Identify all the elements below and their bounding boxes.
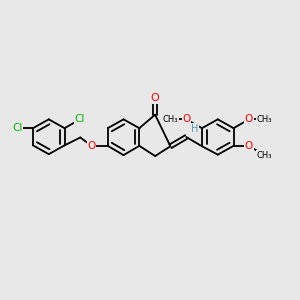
Text: O: O bbox=[245, 141, 253, 151]
Text: O: O bbox=[87, 141, 96, 151]
Text: Cl: Cl bbox=[75, 114, 85, 124]
Text: O: O bbox=[182, 114, 190, 124]
Text: H: H bbox=[191, 124, 198, 134]
Text: CH₃: CH₃ bbox=[256, 115, 272, 124]
Text: O: O bbox=[245, 114, 253, 124]
Text: CH₃: CH₃ bbox=[163, 115, 178, 124]
Text: O: O bbox=[151, 93, 160, 103]
Text: CH₃: CH₃ bbox=[256, 151, 272, 160]
Text: Cl: Cl bbox=[12, 123, 22, 133]
